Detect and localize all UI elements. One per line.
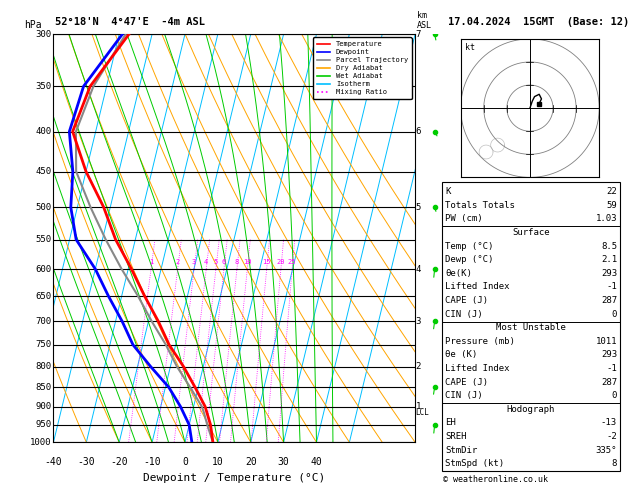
Text: 10: 10 — [212, 456, 224, 467]
Text: CIN (J): CIN (J) — [445, 310, 483, 319]
Text: StmDir: StmDir — [445, 446, 477, 455]
Text: 20: 20 — [245, 456, 257, 467]
Text: 6: 6 — [222, 259, 226, 265]
Text: -10: -10 — [143, 456, 161, 467]
Text: 850: 850 — [35, 382, 52, 392]
Text: 2.1: 2.1 — [601, 255, 617, 264]
Text: -2: -2 — [606, 432, 617, 441]
Text: hPa: hPa — [25, 20, 42, 30]
Text: 3: 3 — [192, 259, 196, 265]
Text: -1: -1 — [606, 364, 617, 373]
Text: 900: 900 — [35, 402, 52, 411]
Text: LCL: LCL — [416, 408, 430, 417]
Text: 1: 1 — [149, 259, 153, 265]
Text: 1.03: 1.03 — [596, 214, 617, 224]
Text: Temp (°C): Temp (°C) — [445, 242, 494, 251]
Text: Totals Totals: Totals Totals — [445, 201, 515, 210]
Text: 15: 15 — [262, 259, 271, 265]
Text: 10: 10 — [243, 259, 252, 265]
Text: 8.5: 8.5 — [601, 242, 617, 251]
Text: 0: 0 — [611, 310, 617, 319]
Text: θe(K): θe(K) — [445, 269, 472, 278]
Text: 0: 0 — [611, 391, 617, 400]
Text: Lifted Index: Lifted Index — [445, 364, 510, 373]
Text: 25: 25 — [288, 259, 296, 265]
Text: 400: 400 — [35, 127, 52, 136]
Text: 500: 500 — [35, 203, 52, 212]
Text: -13: -13 — [601, 418, 617, 428]
Text: Hodograph: Hodograph — [507, 405, 555, 414]
Text: © weatheronline.co.uk: © weatheronline.co.uk — [443, 474, 548, 484]
Text: 2: 2 — [175, 259, 180, 265]
Text: 350: 350 — [35, 82, 52, 91]
Text: -1: -1 — [606, 282, 617, 292]
Text: -30: -30 — [77, 456, 95, 467]
Text: 7: 7 — [416, 30, 421, 38]
Text: 450: 450 — [35, 167, 52, 176]
Text: 3: 3 — [416, 317, 421, 326]
Text: 20: 20 — [277, 259, 285, 265]
Text: 52°18'N  4°47'E  -4m ASL: 52°18'N 4°47'E -4m ASL — [55, 17, 205, 27]
Text: 6: 6 — [416, 127, 421, 136]
Text: 750: 750 — [35, 340, 52, 349]
Text: 1000: 1000 — [30, 438, 52, 447]
Text: 4: 4 — [416, 264, 421, 274]
Text: -40: -40 — [45, 456, 62, 467]
Text: kt: kt — [465, 44, 476, 52]
Text: Lifted Index: Lifted Index — [445, 282, 510, 292]
Text: CAPE (J): CAPE (J) — [445, 378, 488, 387]
Text: 293: 293 — [601, 350, 617, 360]
Text: 8: 8 — [235, 259, 239, 265]
Text: CIN (J): CIN (J) — [445, 391, 483, 400]
Text: 40: 40 — [311, 456, 323, 467]
Text: 0: 0 — [182, 456, 188, 467]
Text: Dewp (°C): Dewp (°C) — [445, 255, 494, 264]
Text: Most Unstable: Most Unstable — [496, 323, 566, 332]
Legend: Temperature, Dewpoint, Parcel Trajectory, Dry Adiabat, Wet Adiabat, Isotherm, Mi: Temperature, Dewpoint, Parcel Trajectory… — [313, 37, 411, 99]
Text: PW (cm): PW (cm) — [445, 214, 483, 224]
Text: θe (K): θe (K) — [445, 350, 477, 360]
Text: 5: 5 — [416, 203, 421, 212]
Text: K: K — [445, 187, 451, 196]
Text: 2: 2 — [416, 362, 421, 371]
Text: 700: 700 — [35, 317, 52, 326]
Text: Dewpoint / Temperature (°C): Dewpoint / Temperature (°C) — [143, 473, 325, 483]
Text: CAPE (J): CAPE (J) — [445, 296, 488, 305]
Text: km
ASL: km ASL — [417, 11, 432, 30]
Text: 17.04.2024  15GMT  (Base: 12): 17.04.2024 15GMT (Base: 12) — [448, 17, 629, 27]
Text: 59: 59 — [606, 201, 617, 210]
Text: EH: EH — [445, 418, 456, 428]
Text: -20: -20 — [111, 456, 128, 467]
Text: 300: 300 — [35, 30, 52, 38]
Text: 5: 5 — [214, 259, 218, 265]
Text: Mixing Ratio (g/kg): Mixing Ratio (g/kg) — [443, 191, 452, 286]
Text: 550: 550 — [35, 235, 52, 244]
Text: 1: 1 — [416, 402, 421, 411]
Text: Surface: Surface — [512, 228, 550, 237]
Text: 287: 287 — [601, 378, 617, 387]
Text: StmSpd (kt): StmSpd (kt) — [445, 459, 504, 469]
Text: 293: 293 — [601, 269, 617, 278]
Text: Pressure (mb): Pressure (mb) — [445, 337, 515, 346]
Text: 30: 30 — [278, 456, 289, 467]
Text: 1011: 1011 — [596, 337, 617, 346]
Text: 287: 287 — [601, 296, 617, 305]
Text: 8: 8 — [611, 459, 617, 469]
Text: 650: 650 — [35, 292, 52, 301]
Text: 4: 4 — [204, 259, 208, 265]
Text: 950: 950 — [35, 420, 52, 429]
Text: 22: 22 — [606, 187, 617, 196]
Text: SREH: SREH — [445, 432, 467, 441]
Text: 800: 800 — [35, 362, 52, 371]
Text: 600: 600 — [35, 264, 52, 274]
Text: 335°: 335° — [596, 446, 617, 455]
